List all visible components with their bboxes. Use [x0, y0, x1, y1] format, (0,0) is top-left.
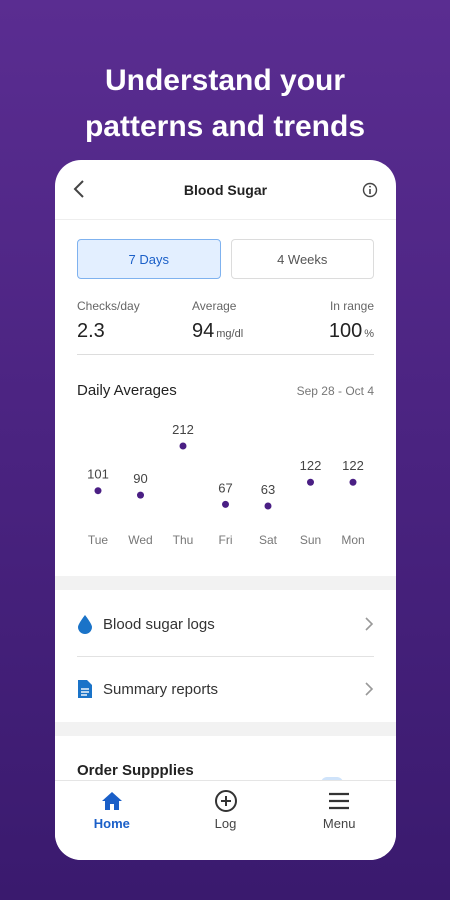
tab-label: Log	[214, 816, 237, 831]
range-toggle: 7 Days 4 Weeks	[77, 239, 374, 279]
chart-tick-label: Wed	[128, 533, 152, 547]
section-divider	[55, 722, 396, 736]
toggle-7-days[interactable]: 7 Days	[77, 239, 221, 279]
stat-label: Average	[192, 299, 237, 313]
list-divider	[77, 656, 374, 657]
stat-checks-per-day: Checks/day 2.3	[77, 299, 140, 343]
list-item-blood-sugar-logs[interactable]: Blood sugar logs	[77, 592, 374, 656]
chart-point-thu[interactable]	[179, 442, 187, 450]
list-item-summary-reports[interactable]: Summary reports	[77, 657, 374, 721]
stat-unit: %	[364, 328, 374, 340]
chart-data-label: 212	[172, 422, 194, 437]
chart-data-label: 122	[342, 458, 364, 473]
tab-menu[interactable]: Menu	[282, 781, 396, 860]
headline: Understand your patterns and trends	[0, 58, 450, 150]
stat-in-range: In range 100%	[329, 299, 374, 343]
daily-averages-title: Daily Averages	[77, 382, 177, 399]
info-icon[interactable]	[362, 182, 378, 198]
list-item-label: Summary reports	[103, 680, 219, 698]
stat-average: Average 94 mg/dl	[192, 299, 243, 343]
chart-svg: 101 Tue 90 Wed 212 Thu 67 Fri 63 Sat 122 Sun 122 Mon	[87, 422, 365, 547]
list-item-label: Blood sugar logs	[103, 615, 215, 633]
headline-line-1: Understand your	[104, 64, 346, 97]
plus-circle-icon	[214, 790, 237, 812]
stat-value: 2.3	[77, 320, 140, 343]
stat-value: 94 mg/dl	[192, 320, 243, 343]
chevron-right-icon	[365, 682, 374, 696]
chart-tick-label: Tue	[88, 533, 109, 547]
stat-label: Checks/day	[77, 299, 140, 313]
hamburger-menu-icon	[329, 792, 350, 810]
page-title: Blood Sugar	[183, 182, 268, 198]
chart-tick-label: Thu	[173, 533, 194, 547]
home-icon	[101, 792, 122, 810]
headline-line-2: patterns and trends	[84, 110, 366, 143]
order-supplies-title: Order Suppplies	[77, 762, 194, 779]
chart-data-label: 90	[133, 471, 147, 486]
chart-data-label: 101	[87, 467, 109, 482]
top-app-bar: Blood Sugar	[55, 160, 396, 220]
droplet-icon	[78, 615, 92, 634]
tab-log[interactable]: Log	[169, 781, 283, 860]
phone-screen: Blood Sugar 7 Days 4 Weeks Checks/day 2.…	[55, 160, 396, 860]
document-icon	[78, 680, 92, 698]
chart-point-sat[interactable]	[264, 502, 272, 510]
tab-home[interactable]: Home	[55, 781, 169, 860]
daily-averages-chart: 101 Tue 90 Wed 212 Thu 67 Fri 63 Sat 122 Sun 122 Mon	[77, 410, 374, 560]
stat-value: 100%	[329, 320, 374, 343]
chart-point-sun[interactable]	[307, 478, 314, 486]
section-divider	[55, 576, 396, 590]
chart-data-label: 122	[300, 458, 322, 473]
chevron-left-icon[interactable]	[69, 178, 91, 200]
chart-data-label: 67	[218, 480, 232, 495]
chart-point-wed[interactable]	[137, 491, 144, 499]
stat-label: In range	[329, 299, 374, 313]
tab-label: Home	[93, 816, 130, 831]
chart-point-tue[interactable]	[94, 487, 102, 495]
chart-data-label: 63	[261, 482, 275, 497]
stats-summary: Checks/day 2.3 Average 94 mg/dl In range …	[77, 299, 374, 355]
bottom-tab-bar: Home Log Menu	[55, 780, 396, 860]
toggle-4-weeks[interactable]: 4 Weeks	[230, 239, 374, 279]
chart-tick-label: Fri	[219, 533, 233, 547]
tab-label: Menu	[322, 816, 356, 831]
chart-tick-label: Mon	[341, 533, 364, 547]
stat-number: 100	[328, 320, 363, 342]
chart-point-mon[interactable]	[349, 478, 357, 486]
stat-number: 2.3	[77, 320, 105, 342]
stat-number: 94	[192, 320, 215, 342]
chart-tick-label: Sun	[300, 533, 321, 547]
stat-unit: mg/dl	[216, 328, 244, 340]
daily-averages-date-range[interactable]: Sep 28 - Oct 4	[296, 384, 374, 398]
chevron-right-icon	[365, 617, 374, 631]
chart-point-fri[interactable]	[222, 500, 229, 508]
chart-tick-label: Sat	[259, 533, 278, 547]
